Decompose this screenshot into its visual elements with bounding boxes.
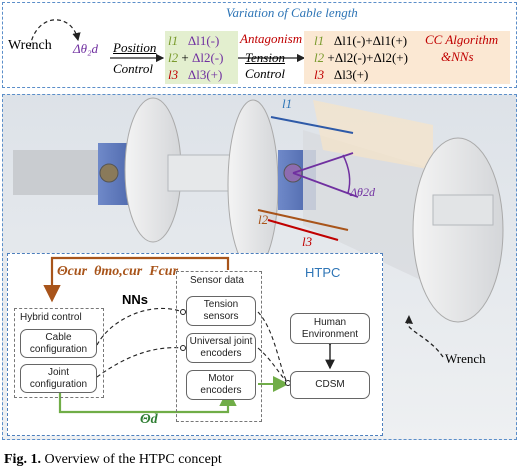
control2-label: Control — [245, 66, 285, 81]
nn-node-1 — [180, 309, 186, 315]
end-shaft — [432, 194, 494, 226]
nns-top-label: &NNs — [441, 49, 474, 64]
photo-l3-label: l3 — [302, 234, 313, 249]
left-cable-row-1: l1 Δl1(-) — [168, 33, 220, 48]
hybrid-control-label: Hybrid control — [20, 312, 82, 323]
wrench-label: Wrench — [8, 38, 52, 53]
feedback-label: Θcur θmo,cur Fcur — [57, 264, 179, 279]
right-cable-row-2: l2 +Δl2(-)+Δl2(+) — [314, 50, 408, 65]
feedback-arrow — [43, 256, 230, 303]
right-cable-row-1: l1 Δl1(-)+Δl1(+) — [314, 33, 408, 48]
left-pulley — [99, 163, 119, 183]
photo-wrench-label: Wrench — [445, 351, 486, 366]
hybrid-control-box — [14, 308, 104, 398]
control-label: Control — [113, 61, 153, 76]
cable-l3 — [267, 219, 339, 241]
panel-title: Variation of Cable length — [226, 5, 358, 20]
tension-to-cdsm — [257, 311, 288, 383]
photo-l1-label: l1 — [282, 96, 293, 111]
nns-label: NNs — [122, 292, 149, 307]
caption-text: Overview of the HTPC concept — [44, 452, 222, 467]
photo-l2-label: l2 — [258, 212, 269, 227]
cable-l1 — [270, 116, 354, 134]
sensor-data-box — [176, 271, 262, 422]
angle-line-1 — [292, 172, 359, 198]
theta-d-label: Θd — [140, 412, 158, 427]
cone-highlight — [313, 100, 433, 170]
nn-link-1 — [96, 307, 184, 346]
human-environment-box: Human Environment — [290, 313, 370, 344]
position-label: Position — [113, 40, 157, 55]
top-panel-arrows — [29, 19, 306, 63]
cdsm-box: CDSM — [290, 371, 370, 399]
sensor-data-label: Sensor data — [190, 275, 244, 286]
left-cable-row-3: l3 Δl3(+) — [168, 67, 223, 82]
delta-theta-label: Δθ₂d — [73, 41, 99, 56]
htpc-title: HTPC — [305, 265, 341, 280]
tension-sensors-box: Tension sensors — [186, 296, 256, 326]
figure-caption: Fig. 1. Overview of the HTPC concept — [4, 452, 222, 468]
nn-link-2 — [96, 347, 184, 378]
end-disk — [412, 137, 504, 323]
photo-delta-theta-label: Δθ2d — [350, 185, 375, 199]
universal-encoders-box: Universal joint encoders — [186, 333, 256, 363]
tension-label: Tension — [245, 50, 285, 65]
nn-node-2 — [180, 345, 186, 351]
right-cable-highlight — [304, 31, 510, 84]
cc-algorithm-label: CC Algorithm — [425, 32, 499, 47]
antagonism-label: Antagonism — [240, 31, 303, 46]
left-cable-list: l1 Δl1(-) l2 + Δl2(-) l3 Δl3(+) — [168, 32, 223, 83]
left-cable-highlight — [165, 31, 238, 84]
right-cable-list: l1 Δl1(-)+Δl1(+) l2 +Δl2(-)+Δl2(+) l3 Δl… — [314, 32, 408, 83]
motor-encoders-box: Motor encoders — [186, 370, 256, 400]
theta-d-arrow — [58, 388, 237, 414]
cable-length-panel — [2, 2, 517, 88]
right-cable-row-3: l3 Δl3(+) — [314, 67, 369, 82]
joint-config-box: Joint configuration — [20, 364, 97, 393]
cable-config-box: Cable configuration — [20, 329, 97, 358]
encoder-to-cdsm — [257, 347, 288, 383]
base-cylinder — [13, 150, 108, 195]
angle-arc — [342, 154, 351, 194]
caption-label: Fig. 1. — [4, 452, 41, 467]
wrench-curved-arrow — [29, 19, 81, 48]
cable-l2 — [257, 209, 349, 231]
left-cable-row-2: l2 + Δl2(-) — [168, 50, 224, 65]
